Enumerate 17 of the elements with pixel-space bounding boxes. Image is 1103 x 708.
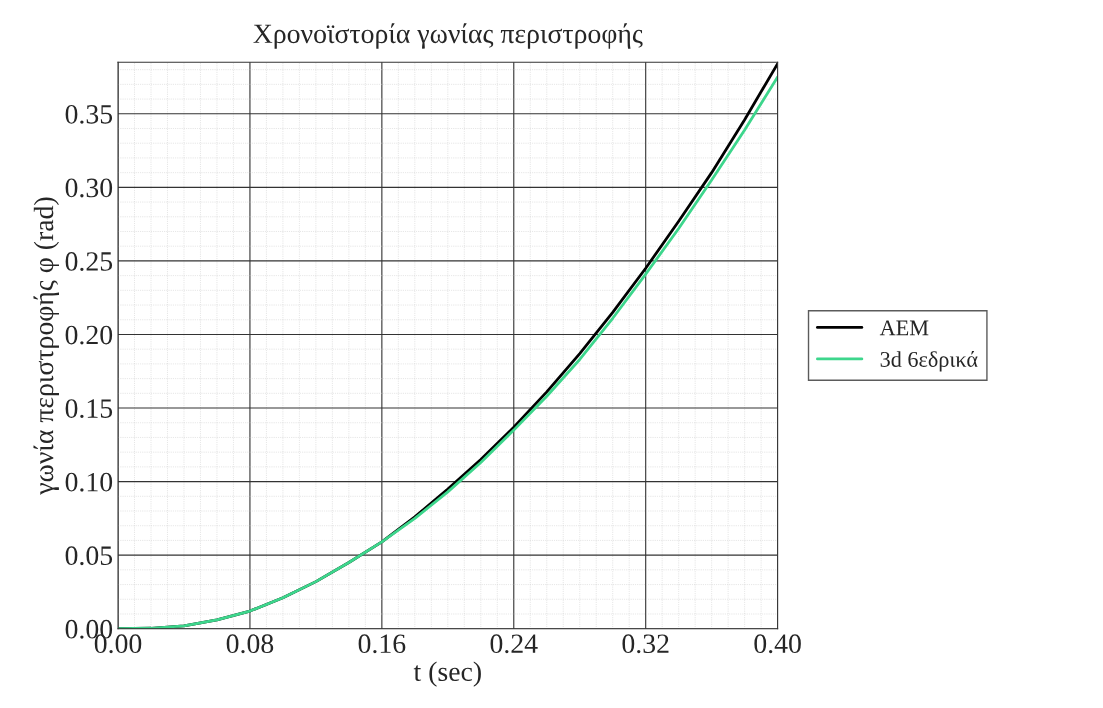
y-tick-label: 0.10	[65, 472, 113, 492]
y-tick-label: 0.20	[65, 325, 113, 345]
legend-label: AEM	[879, 320, 929, 336]
chart-title: Χρονοϊστορία γωνίας περιστροφής	[253, 23, 643, 49]
x-axis-title: t (sec)	[413, 661, 481, 687]
legend-label: 3d 6εδρικά	[880, 351, 978, 372]
y-axis-title: γωνία περιστροφής φ (rad)	[33, 197, 59, 495]
x-tick-label: 0.24	[490, 634, 538, 654]
y-tick-label: 0.35	[65, 104, 113, 124]
y-tick-label: 0.15	[65, 399, 113, 419]
y-tick-label: 0.30	[65, 178, 113, 198]
x-tick-label: 0.08	[226, 634, 274, 654]
x-tick-label: 0.16	[358, 634, 406, 654]
y-tick-label: 0.25	[65, 252, 113, 271]
x-tick-label: 0.40	[754, 634, 801, 654]
y-tick-label: 0.05	[65, 546, 113, 566]
x-tick-label: 0.32	[622, 634, 669, 654]
